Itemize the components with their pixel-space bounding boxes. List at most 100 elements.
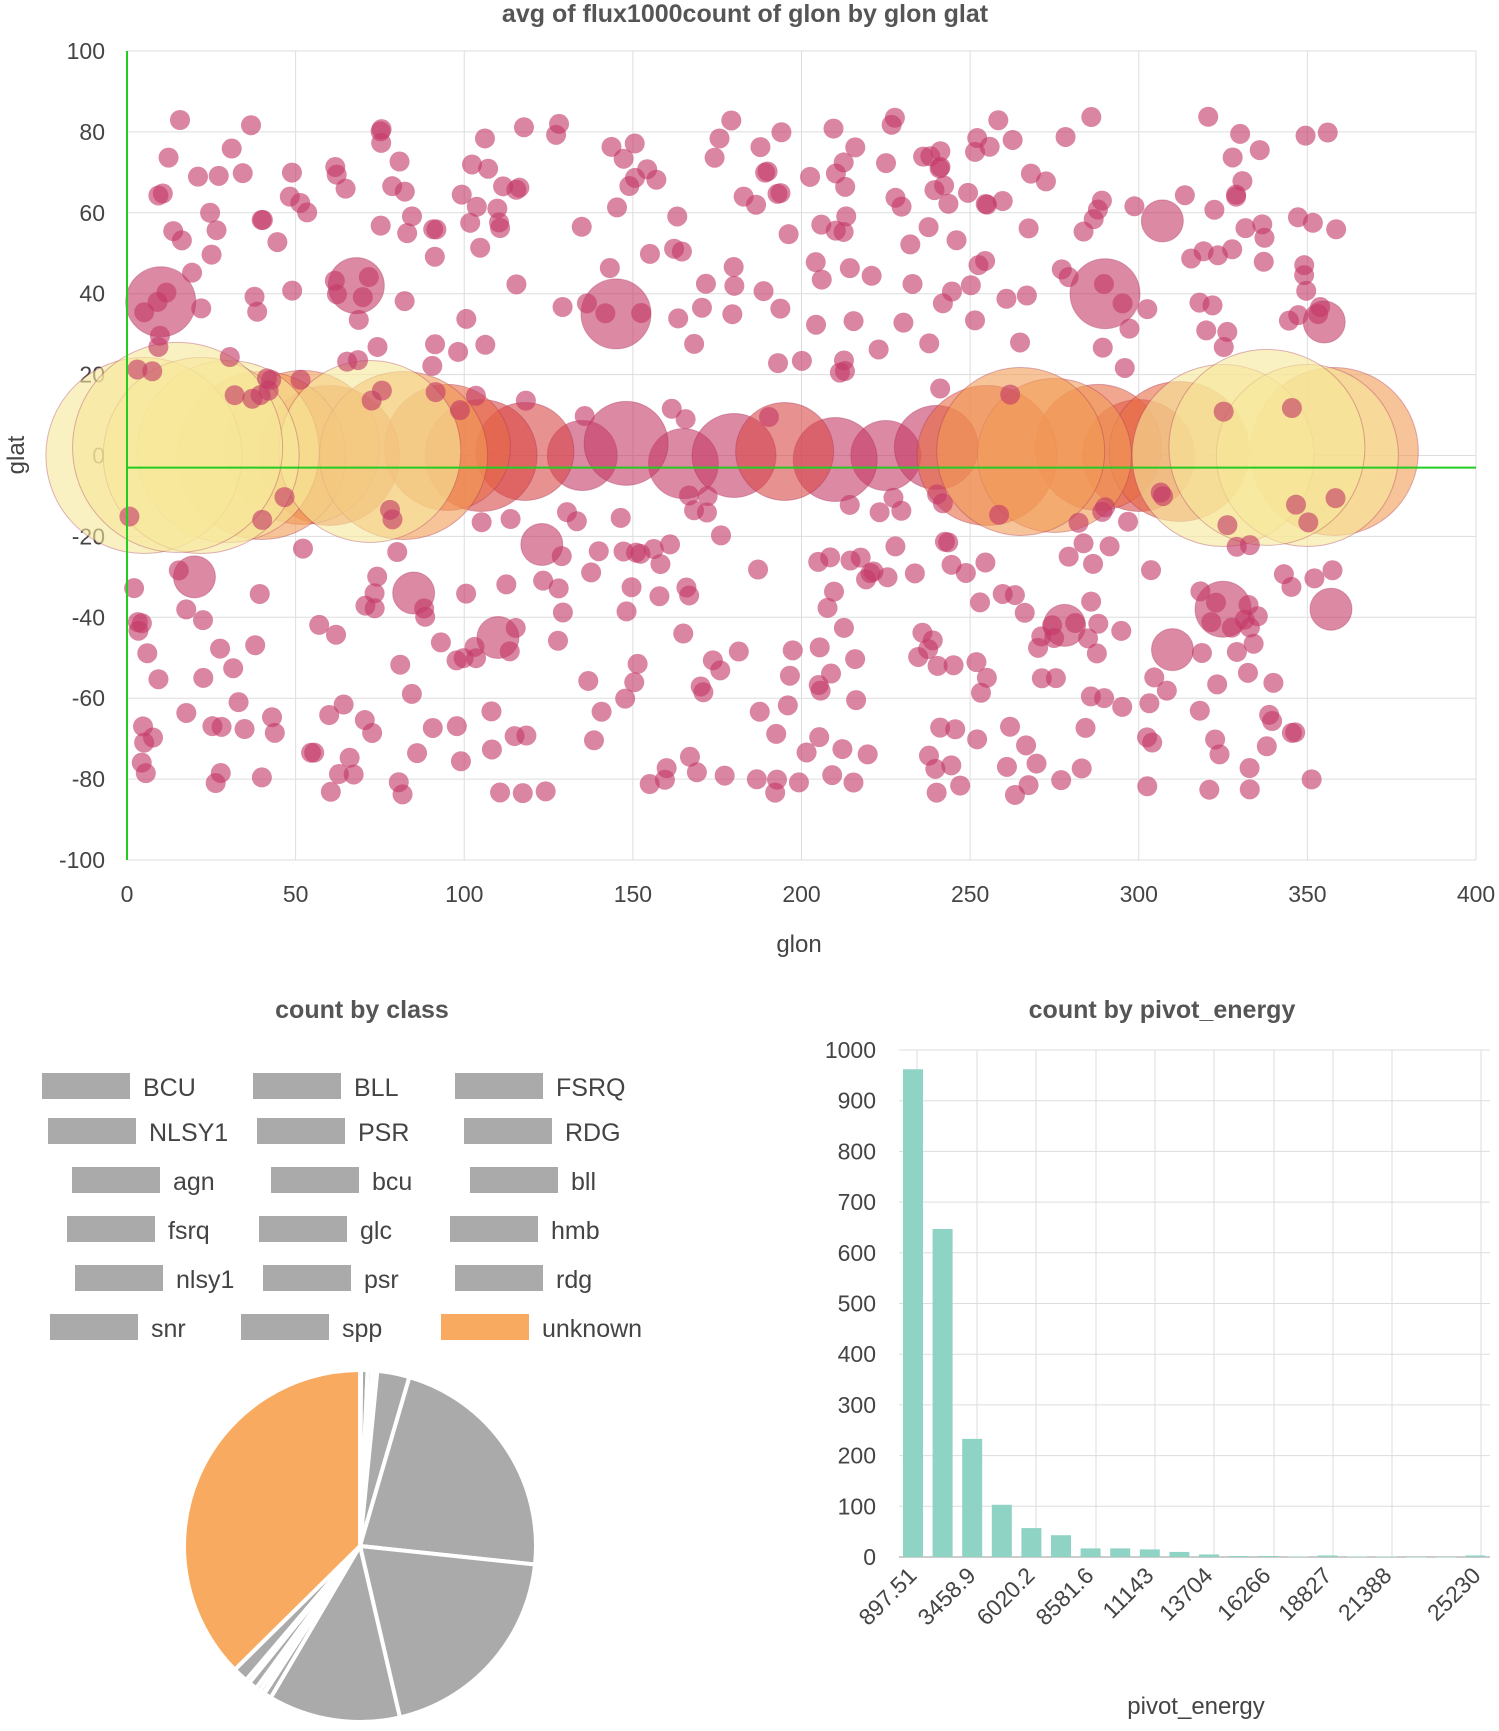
legend-item-bll[interactable]: bll — [470, 1167, 596, 1196]
bar-22669[interactable] — [1406, 1557, 1426, 1558]
scatter-small-bubble — [1151, 483, 1171, 503]
scatter-small-bubble — [533, 571, 553, 591]
scatter-small-bubble — [575, 406, 595, 426]
legend-item-RDG[interactable]: RDG — [464, 1118, 621, 1147]
bar-23950[interactable] — [1436, 1557, 1456, 1558]
bar-4739[interactable] — [992, 1505, 1012, 1557]
bar-20108[interactable] — [1347, 1556, 1367, 1557]
scatter-small-bubble — [965, 310, 985, 330]
scatter-small-bubble — [1072, 758, 1092, 778]
bar-9862[interactable] — [1110, 1548, 1130, 1557]
scatter-small-bubble — [822, 765, 842, 785]
scatter-small-bubble — [407, 743, 427, 763]
legend-item-unknown[interactable]: unknown — [441, 1314, 642, 1343]
legend-item-NLSY1[interactable]: NLSY1 — [48, 1118, 228, 1147]
legend-item-spp[interactable]: spp — [241, 1314, 382, 1343]
scatter-small-bubble — [1226, 185, 1246, 205]
scatter-small-bubble — [770, 183, 790, 203]
bar-21388[interactable] — [1377, 1556, 1397, 1557]
bar-25230[interactable] — [1465, 1555, 1485, 1557]
legend-item-BLL[interactable]: BLL — [253, 1073, 399, 1102]
scatter-small-bubble — [1282, 723, 1302, 743]
scatter-small-bubble — [1205, 729, 1225, 749]
bar-bars — [903, 1069, 1485, 1557]
scatter-small-bubble — [456, 309, 476, 329]
scatter-small-bubble — [150, 326, 170, 346]
scatter-small-bubble — [980, 137, 1000, 157]
scatter-small-bubble — [617, 601, 637, 621]
bar-y-tick-label: 100 — [838, 1493, 876, 1519]
bar-3458.9[interactable] — [962, 1439, 982, 1557]
scatter-small-bubble — [1056, 127, 1076, 147]
legend-item-FSRQ[interactable]: FSRQ — [455, 1073, 625, 1102]
bar-12424[interactable] — [1169, 1552, 1189, 1557]
legend-item-hmb[interactable]: hmb — [450, 1216, 600, 1245]
legend-item-snr[interactable]: snr — [50, 1314, 186, 1343]
scatter-small-bubble — [993, 191, 1013, 211]
scatter-small-bubble — [1227, 537, 1247, 557]
bar-y-tick-label: 0 — [863, 1544, 876, 1570]
scatter-small-bubble — [241, 115, 261, 135]
bar-7301[interactable] — [1051, 1535, 1071, 1557]
scatter-small-bubble — [710, 660, 730, 680]
scatter-small-bubble — [169, 560, 189, 580]
scatter-small-bubble — [1244, 634, 1264, 654]
legend-item-nlsy1[interactable]: nlsy1 — [75, 1265, 234, 1294]
bar-x-tick-label: 11143 — [1097, 1562, 1158, 1623]
scatter-small-bubble — [447, 650, 467, 670]
scatter-small-bubble — [506, 274, 526, 294]
bar-17546[interactable] — [1288, 1556, 1308, 1557]
scatter-small-bubble — [705, 148, 725, 168]
legend-label: rdg — [556, 1266, 592, 1294]
legend-item-rdg[interactable]: rdg — [455, 1265, 592, 1294]
bar-13704[interactable] — [1199, 1554, 1219, 1557]
scatter-small-bubble — [834, 222, 854, 242]
bar-18827[interactable] — [1317, 1555, 1337, 1557]
legend-item-PSR[interactable]: PSR — [257, 1118, 409, 1147]
legend-item-BCU[interactable]: BCU — [42, 1073, 196, 1102]
scatter-small-bubble — [797, 742, 817, 762]
scatter-small-bubble — [490, 782, 510, 802]
legend-item-glc[interactable]: glc — [259, 1216, 392, 1245]
scatter-small-bubble — [747, 769, 767, 789]
scatter-small-bubble — [1112, 697, 1132, 717]
scatter-small-bubble — [664, 239, 684, 259]
bar-8581.6[interactable] — [1081, 1548, 1101, 1557]
scatter-small-bubble — [1274, 564, 1294, 584]
scatter-small-bubble — [380, 500, 400, 520]
legend-swatch — [263, 1265, 351, 1291]
scatter-small-bubble — [1027, 754, 1047, 774]
scatter-small-bubble — [622, 577, 642, 597]
scatter-small-bubble — [423, 718, 443, 738]
scatter-small-bubble — [631, 544, 651, 564]
scatter-small-bubble — [900, 234, 920, 254]
scatter-small-bubble — [172, 230, 192, 250]
scatter-small-bubble — [291, 370, 311, 390]
bar-11143[interactable] — [1140, 1549, 1160, 1557]
scatter-small-bubble — [780, 666, 800, 686]
scatter-small-bubble — [947, 230, 967, 250]
scatter-small-bubble — [371, 133, 391, 153]
scatter-small-bubble — [810, 637, 830, 657]
legend-item-bcu[interactable]: bcu — [271, 1167, 412, 1196]
bar-14985[interactable] — [1229, 1556, 1249, 1557]
scatter-small-bubble — [212, 717, 232, 737]
scatter-small-bubble — [282, 281, 302, 301]
bar-6020.2[interactable] — [1021, 1528, 1041, 1557]
legend-item-fsrq[interactable]: fsrq — [67, 1216, 210, 1245]
scatter-small-bubble — [779, 224, 799, 244]
bar-897.51[interactable] — [903, 1069, 923, 1557]
scatter-small-bubble — [1124, 196, 1144, 216]
dashboard-canvas: avg of flux1000count of glon by glon gla… — [0, 0, 1499, 1726]
scatter-small-bubble — [572, 217, 592, 237]
bar-16266[interactable] — [1258, 1556, 1278, 1557]
scatter-small-bubble — [933, 293, 953, 313]
scatter-small-bubble — [834, 152, 854, 172]
bar-2177[interactable] — [933, 1229, 953, 1557]
scatter-small-bubble — [1199, 780, 1219, 800]
legend-item-psr[interactable]: psr — [263, 1265, 399, 1294]
legend-item-agn[interactable]: agn — [72, 1167, 215, 1196]
scatter-small-bubble — [372, 381, 392, 401]
scatter-small-bubble — [1190, 701, 1210, 721]
scatter-small-bubble — [1279, 311, 1299, 331]
